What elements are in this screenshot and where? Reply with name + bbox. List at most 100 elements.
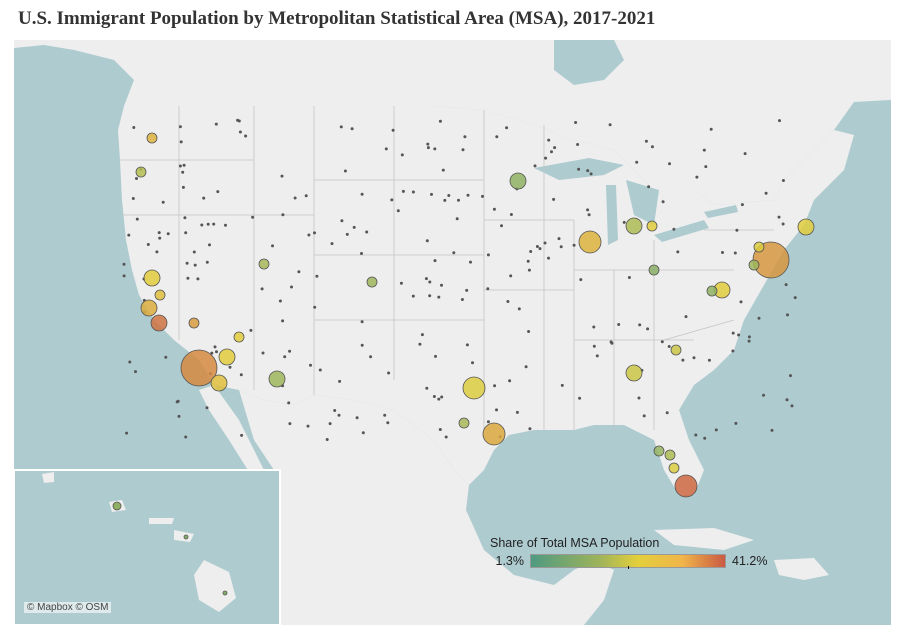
msa-small-dot — [182, 163, 186, 167]
msa-bubble[interactable] — [188, 317, 200, 329]
map-canvas[interactable]: © Mapbox © OSM Share of Total MSA Popula… — [14, 40, 891, 625]
lake-ontario — [704, 205, 738, 218]
msa-small-dot — [465, 343, 469, 347]
msa-small-dot — [338, 379, 342, 383]
msa-small-dot — [547, 256, 550, 260]
msa-bubble[interactable] — [462, 376, 486, 400]
msa-small-dot — [577, 167, 581, 171]
msa-small-dot — [676, 250, 680, 254]
msa-bubble[interactable] — [233, 331, 245, 343]
msa-small-dot — [747, 335, 751, 339]
msa-bubble[interactable] — [135, 166, 147, 178]
msa-small-dot — [365, 230, 369, 234]
lake-huron — [626, 180, 659, 225]
msa-small-dot — [572, 243, 576, 247]
msa-small-dot — [206, 222, 210, 226]
legend-min-label: 1.3% — [495, 554, 525, 568]
msa-small-dot — [460, 298, 464, 301]
msa-bubble[interactable] — [625, 364, 643, 382]
msa-bubble[interactable] — [664, 449, 676, 461]
msa-small-dot — [443, 198, 447, 202]
msa-small-dot — [214, 122, 218, 126]
msa-small-dot — [360, 192, 364, 196]
msa-small-dot — [164, 355, 168, 359]
msa-bubble[interactable] — [670, 344, 682, 356]
msa-bubble[interactable] — [146, 132, 158, 144]
msa-bubble[interactable] — [143, 269, 161, 287]
msa-small-dot — [684, 315, 688, 319]
msa-bubble[interactable] — [218, 348, 236, 366]
msa-small-dot — [667, 345, 671, 348]
msa-small-dot — [447, 194, 451, 197]
msa-small-dot — [339, 125, 343, 129]
msa-bubble[interactable] — [706, 285, 718, 297]
msa-bubble[interactable] — [458, 417, 470, 429]
msa-bubble[interactable] — [748, 259, 760, 271]
legend-max-label: 41.2% — [732, 554, 768, 568]
msa-small-dot — [637, 396, 641, 400]
msa-small-dot — [617, 323, 621, 326]
msa-bubble[interactable] — [180, 349, 218, 387]
msa-small-dot — [455, 217, 459, 221]
msa-bubble[interactable] — [268, 370, 286, 388]
msa-small-dot — [237, 119, 241, 123]
msa-small-dot — [434, 354, 437, 358]
msa-bubble[interactable] — [797, 218, 815, 236]
msa-small-dot — [528, 427, 532, 431]
msa-bubble[interactable] — [509, 172, 527, 190]
hawaii-molokai — [149, 518, 174, 524]
msa-small-dot — [387, 371, 391, 375]
msa-small-dot — [552, 197, 556, 201]
msa-small-dot — [340, 219, 344, 223]
msa-bubble[interactable] — [648, 264, 660, 276]
msa-small-dot — [526, 259, 530, 263]
hawaii-msa-dot — [222, 590, 228, 596]
msa-small-dot — [260, 287, 264, 291]
msa-small-dot — [622, 220, 626, 224]
msa-bubble[interactable] — [668, 462, 680, 474]
msa-small-dot — [509, 213, 513, 216]
hawaii-msa-dot — [183, 534, 189, 540]
msa-bubble[interactable] — [366, 276, 378, 288]
msa-small-dot — [694, 433, 698, 437]
msa-bubble[interactable] — [140, 299, 158, 317]
msa-bubble[interactable] — [653, 445, 665, 457]
msa-small-dot — [702, 148, 706, 152]
msa-bubble[interactable] — [674, 474, 698, 498]
msa-small-dot — [350, 127, 354, 131]
msa-small-dot — [205, 260, 209, 264]
msa-small-dot — [425, 386, 429, 390]
msa-small-dot — [452, 251, 456, 255]
msa-small-dot — [309, 363, 312, 367]
msa-small-dot — [471, 361, 474, 365]
msa-small-dot — [493, 384, 497, 388]
msa-bubble[interactable] — [154, 289, 166, 301]
msa-small-dot — [132, 126, 136, 129]
msa-bubble[interactable] — [753, 241, 765, 253]
msa-small-dot — [789, 374, 792, 378]
msa-small-dot — [432, 395, 436, 398]
msa-small-dot — [608, 123, 612, 127]
msa-dots — [112, 118, 815, 596]
msa-small-dot — [505, 126, 509, 130]
msa-small-dot — [360, 252, 363, 255]
msa-small-dot — [492, 207, 496, 211]
msa-small-dot — [369, 355, 373, 359]
msa-small-dot — [672, 227, 676, 231]
msa-small-dot — [692, 356, 696, 360]
msa-bubble[interactable] — [482, 422, 506, 446]
msa-small-dot — [244, 134, 248, 138]
msa-bubble[interactable] — [210, 374, 228, 392]
msa-bubble[interactable] — [258, 258, 270, 270]
msa-small-dot — [122, 274, 126, 278]
msa-bubble[interactable] — [625, 217, 643, 235]
msa-small-dot — [627, 276, 631, 279]
msa-small-dot — [547, 138, 551, 142]
msa-small-dot — [508, 379, 512, 383]
msa-small-dot — [770, 428, 774, 432]
msa-bubble[interactable] — [150, 314, 168, 332]
msa-small-dot — [428, 294, 432, 298]
msa-bubble[interactable] — [578, 230, 602, 254]
msa-small-dot — [743, 152, 747, 156]
msa-bubble[interactable] — [646, 220, 658, 232]
